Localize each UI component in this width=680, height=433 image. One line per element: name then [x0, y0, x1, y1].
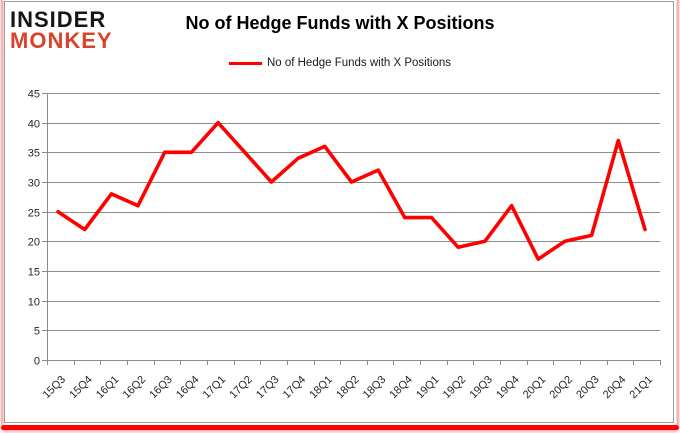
left-border-stripe: [0, 0, 4, 425]
x-axis-label: 17Q2: [227, 374, 255, 402]
insider-monkey-logo: INSIDER MONKEY: [10, 7, 113, 53]
x-axis-label: 17Q4: [281, 374, 309, 402]
x-axis-label: 16Q3: [147, 374, 175, 402]
data-series-line: [56, 120, 647, 261]
x-axis-label: 20Q2: [548, 374, 576, 402]
x-axis-label: 20Q3: [574, 374, 602, 402]
logo-line-monkey: MONKEY: [10, 27, 113, 53]
chart-legend: No of Hedge Funds with X Positions: [0, 57, 680, 69]
y-axis-label: 15: [28, 267, 40, 279]
x-axis-label: 19Q2: [441, 374, 469, 402]
x-axis-label: 19Q1: [414, 374, 442, 402]
x-axis-label: 15Q3: [41, 374, 69, 402]
x-axis-label: 21Q1: [628, 374, 656, 402]
x-axis-label: 16Q2: [121, 374, 149, 402]
bottom-red-bar: [1, 425, 679, 430]
chart-title: No of Hedge Funds with X Positions: [185, 13, 495, 33]
y-axis-label: 0: [34, 356, 40, 368]
x-axis-label: 18Q4: [387, 374, 415, 402]
y-axis-label: 25: [28, 208, 40, 220]
y-axis-label: 35: [28, 148, 40, 160]
x-axis-label: 16Q4: [174, 374, 202, 402]
x-axis-label: 20Q1: [521, 374, 549, 402]
y-axis-label: 30: [28, 178, 40, 190]
y-axis-label: 40: [28, 119, 40, 131]
y-axis-label: 45: [28, 89, 40, 101]
legend-label: No of Hedge Funds with X Positions: [266, 57, 452, 69]
y-axis-label: 20: [28, 237, 40, 249]
logo-line-insider: INSIDER: [10, 7, 107, 32]
x-axis-label: 19Q4: [494, 374, 522, 402]
x-axis-label: 20Q4: [601, 374, 629, 402]
line-chart-area: 0 5 10 15 20 25 30 35 40 45 15Q3 15Q4 16Q1 16Q2 16Q3 16…: [28, 89, 661, 402]
right-border-stripe: [676, 0, 680, 425]
x-axis-label: 17Q3: [254, 374, 282, 402]
y-axis-label: 5: [34, 326, 40, 338]
legend-line-marker-icon: [228, 61, 262, 65]
x-axis-label: 19Q3: [467, 374, 495, 402]
x-axis-label: 18Q3: [361, 374, 389, 402]
x-axis-label: 18Q1: [307, 374, 335, 402]
x-axis-label: 16Q1: [94, 374, 122, 402]
y-axis-label: 10: [28, 297, 40, 309]
x-axis-label: 17Q1: [201, 374, 229, 402]
x-axis-label: 18Q2: [334, 374, 362, 402]
x-axis-label: 15Q4: [67, 374, 95, 402]
